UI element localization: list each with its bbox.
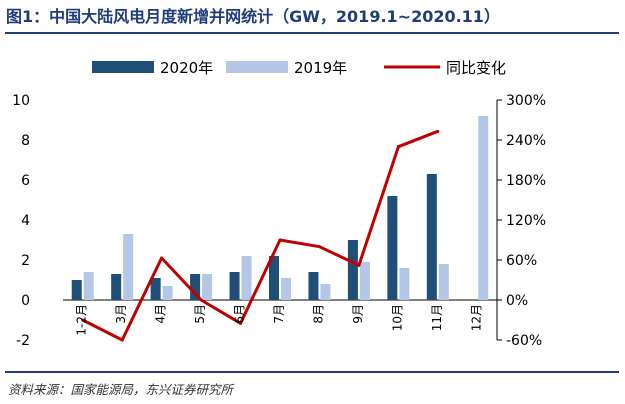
left-axis-tick-label: 6 <box>21 173 30 189</box>
legend-2020-label: 2020年 <box>160 59 213 77</box>
category-label: 9月 <box>351 304 365 324</box>
yoy-point <box>120 338 124 342</box>
left-axis-tick-label: 0 <box>21 293 30 309</box>
yoy-line <box>82 129 439 342</box>
bar-2019 <box>320 284 331 300</box>
bar-2019 <box>83 272 94 300</box>
category-label: 6月 <box>233 304 247 324</box>
yoy-point <box>278 238 282 242</box>
bar-2019 <box>281 278 291 300</box>
left-axis-tick-label: 8 <box>21 133 30 149</box>
bar-2019 <box>241 256 252 300</box>
bar-2019 <box>438 264 449 300</box>
bar-2020 <box>229 272 240 300</box>
category-label: 1-2月 <box>75 304 89 336</box>
bar-2020 <box>71 280 82 300</box>
legend-2019-swatch <box>226 61 288 73</box>
left-axis-tick-label: 2 <box>21 253 30 269</box>
category-label: 8月 <box>311 304 325 324</box>
category-label: 11月 <box>430 304 444 331</box>
title-rule <box>5 32 619 34</box>
bar-2019 <box>123 234 134 300</box>
labels-layer: 300% 240% 180% 120% 60% 0% -60% 10 8 6 4 2 0 -2 1-2月 3月… <box>12 93 546 349</box>
source-note: 资料来源：国家能源局，东兴证券研究所 <box>8 382 234 397</box>
chart-title: 图1：中国大陆风电月度新增并网统计（GW，2019.1~2020.11） <box>6 7 500 26</box>
legend-2019-label: 2019年 <box>294 59 347 77</box>
yoy-point <box>199 298 203 302</box>
category-label: 12月 <box>469 304 483 331</box>
legend-yoy-label: 同比变化 <box>446 59 506 77</box>
right-axis-tick-label: 0% <box>506 293 528 309</box>
yoy-point <box>317 245 321 249</box>
yoy-point <box>239 321 243 325</box>
axes-layer <box>63 99 502 341</box>
right-axis-tick-label: -60% <box>506 333 542 349</box>
right-axis-tick-label: 300% <box>506 93 546 109</box>
left-axis-tick-label: 4 <box>21 213 30 229</box>
source-rule <box>5 371 619 373</box>
right-axis-tick-label: 240% <box>506 133 546 149</box>
right-axis-tick-label: 60% <box>506 253 537 269</box>
right-axis-tick-label: 180% <box>506 173 546 189</box>
bar-2020 <box>111 274 122 300</box>
bars-layer <box>71 116 489 300</box>
bar-2020 <box>387 196 398 300</box>
bar-2019 <box>399 268 410 300</box>
bar-2019 <box>359 262 370 300</box>
yoy-point <box>436 129 440 133</box>
category-label: 5月 <box>193 304 207 324</box>
yoy-point <box>81 318 85 322</box>
left-axis-tick-label: 10 <box>12 93 30 109</box>
bar-2019 <box>478 116 489 300</box>
bar-2019 <box>202 274 213 300</box>
category-label: 3月 <box>114 304 128 324</box>
yoy-point <box>160 256 164 260</box>
bar-2020 <box>150 278 161 300</box>
yoy-point <box>357 263 361 267</box>
category-label: 10月 <box>390 304 404 331</box>
category-label: 7月 <box>272 304 286 324</box>
bar-2020 <box>190 274 201 300</box>
bar-2019 <box>162 286 173 300</box>
line-layer <box>81 129 440 342</box>
legend-2020-swatch <box>92 61 154 73</box>
category-label: 4月 <box>154 304 168 324</box>
left-axis-tick-label: -2 <box>16 333 30 349</box>
bar-2020 <box>347 240 358 300</box>
bar-2020 <box>426 174 437 300</box>
bar-2020 <box>308 272 319 300</box>
legend: 2020年 2019年 同比变化 <box>92 59 506 77</box>
bar-2020 <box>269 256 279 300</box>
right-axis-tick-label: 120% <box>506 213 546 229</box>
yoy-point <box>396 145 400 149</box>
